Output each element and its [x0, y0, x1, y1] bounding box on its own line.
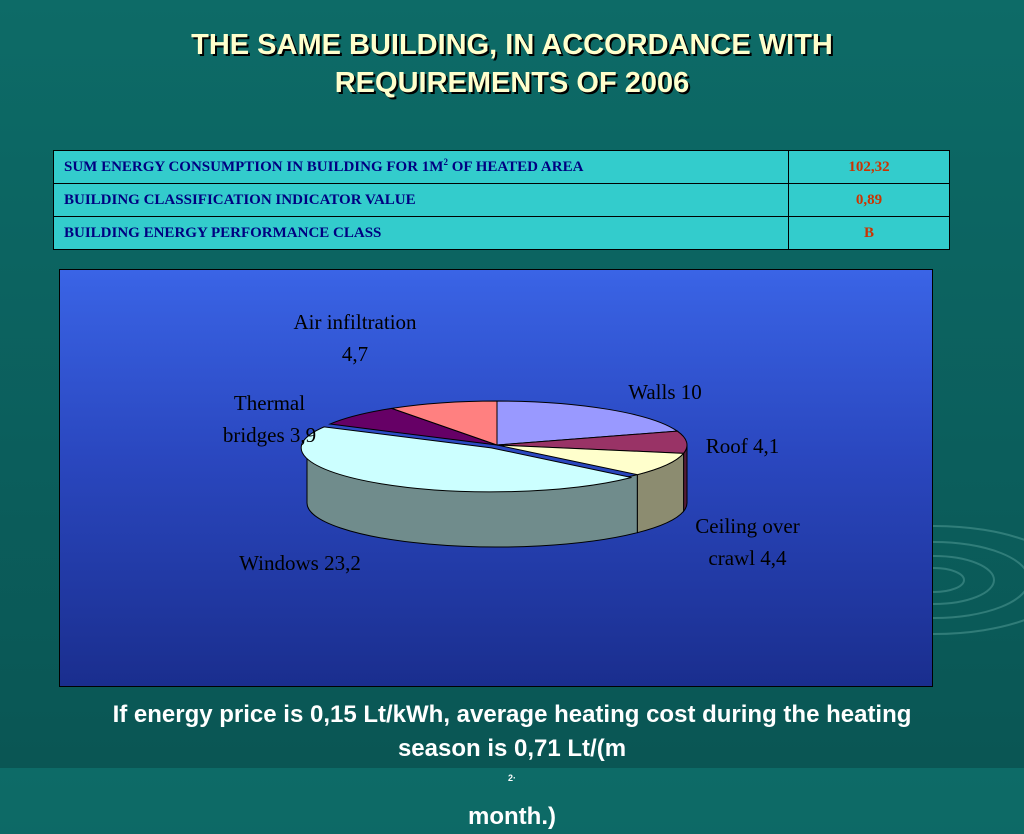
- slice-label-thermal-bridges: Thermal bridges 3,9: [197, 387, 342, 451]
- label-line: Thermal: [233, 391, 306, 415]
- slice-label-ceiling: Ceiling over crawl 4,4: [665, 510, 830, 574]
- footer-text: season is 0,71 Lt/(m: [397, 735, 627, 762]
- row-label-text: SUM ENERGY CONSUMPTION IN BUILDING FOR 1…: [64, 158, 444, 175]
- slice-label-windows: Windows 23,2: [215, 547, 385, 579]
- table-row: BUILDING ENERGY PERFORMANCE CLASS B: [53, 216, 950, 250]
- label-line: Roof 4,1: [705, 434, 780, 458]
- footer-line-1: If energy price is 0,15 Lt/kWh, average …: [112, 701, 912, 728]
- label-line: Ceiling over: [695, 514, 800, 538]
- footer-text: month.): [468, 803, 556, 830]
- footer-line-2: season is 0,71 Lt/(m 2· month.): [0, 732, 1024, 834]
- row-label-text: BUILDING ENERGY PERFORMANCE CLASS: [64, 224, 382, 241]
- footer-note: If energy price is 0,15 Lt/kWh, average …: [0, 698, 1024, 834]
- slice-label-walls: Walls 10: [605, 376, 725, 408]
- title-line-1: THE SAME BUILDING, IN ACCORDANCE WITH: [191, 29, 833, 61]
- row-label-text: OF HEATED AREA: [447, 158, 584, 175]
- slice-label-roof: Roof 4,1: [685, 430, 800, 462]
- superscript: 2: [443, 156, 448, 167]
- slide-title: THE SAME BUILDING, IN ACCORDANCE WITH RE…: [0, 26, 1024, 102]
- pie-slice-walls: [496, 400, 679, 446]
- pie-chart-svg: [300, 400, 688, 548]
- label-line: Walls 10: [628, 380, 702, 404]
- label-line: Windows 23,2: [239, 551, 361, 575]
- slice-label-air-infiltration: Air infiltration 4,7: [245, 306, 465, 370]
- pie-slice-ceiling-over-crawl: [496, 444, 685, 476]
- row-value: B: [788, 216, 950, 250]
- row-label: BUILDING CLASSIFICATION INDICATOR VALUE: [53, 183, 789, 217]
- superscript-dot: ·: [513, 773, 516, 783]
- label-line: Air infiltration: [293, 310, 417, 334]
- label-line: bridges 3,9: [222, 423, 317, 447]
- energy-summary-table: SUM ENERGY CONSUMPTION IN BUILDING FOR 1…: [53, 150, 950, 250]
- pie-chart: Air infiltration 4,7 Walls 10 Thermal br…: [59, 269, 933, 687]
- row-label: SUM ENERGY CONSUMPTION IN BUILDING FOR 1…: [53, 150, 789, 184]
- table-row: BUILDING CLASSIFICATION INDICATOR VALUE …: [53, 183, 950, 217]
- label-line: 4,7: [341, 342, 369, 366]
- row-label-text: BUILDING CLASSIFICATION INDICATOR VALUE: [64, 191, 416, 208]
- row-value: 0,89: [788, 183, 950, 217]
- row-value: 102,32: [788, 150, 950, 184]
- pie-slice-windows: [300, 426, 632, 493]
- row-label: BUILDING ENERGY PERFORMANCE CLASS: [53, 216, 789, 250]
- label-line: crawl 4,4: [708, 546, 787, 570]
- table-row: SUM ENERGY CONSUMPTION IN BUILDING FOR 1…: [53, 150, 950, 184]
- pie-slice-air-infiltration: [391, 400, 498, 446]
- pie-slice-thermal-bridges: [328, 407, 498, 446]
- title-line-2: REQUIREMENTS OF 2006: [334, 67, 690, 99]
